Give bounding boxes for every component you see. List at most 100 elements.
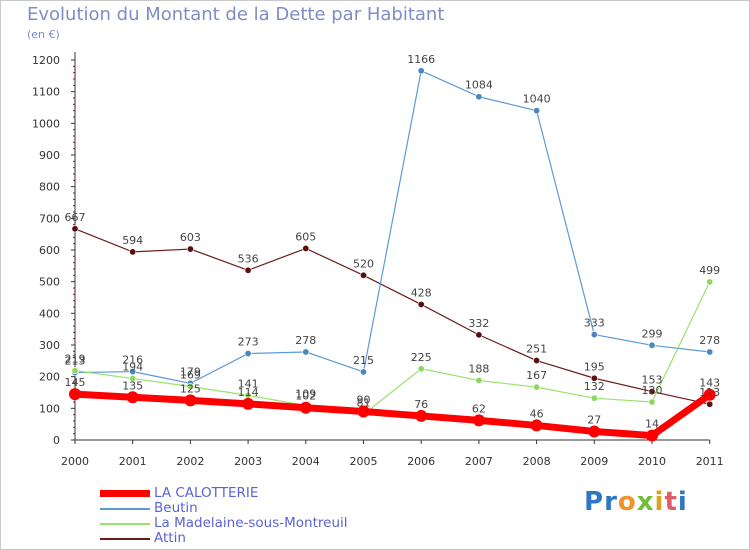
x-tick-label: 2007 xyxy=(465,455,493,468)
x-tick-label: 2000 xyxy=(61,455,89,468)
data-label: 219 xyxy=(65,353,86,366)
data-point xyxy=(242,397,255,410)
data-label: 1084 xyxy=(465,79,493,92)
data-point xyxy=(530,419,543,432)
data-point xyxy=(126,391,139,404)
x-tick-label: 2010 xyxy=(638,455,666,468)
data-point xyxy=(417,300,425,308)
data-point xyxy=(359,368,367,376)
x-tick-label: 2005 xyxy=(350,455,378,468)
chart-plot: 0 100 200 300 400 500 600 700 800 900 1000 1100 1200… xyxy=(32,52,724,468)
data-label: 213 xyxy=(65,355,86,368)
data-label: 594 xyxy=(122,234,143,247)
x-tick-label: 2003 xyxy=(234,455,262,468)
data-point xyxy=(475,376,483,384)
data-point xyxy=(475,331,483,339)
data-point xyxy=(299,401,312,414)
legend-label: LA CALOTTERIE xyxy=(154,485,259,501)
data-label: 167 xyxy=(526,369,547,382)
data-label: 141 xyxy=(238,377,259,390)
data-point xyxy=(648,341,656,349)
y-tick-label: 1200 xyxy=(32,54,60,67)
data-point xyxy=(533,383,541,391)
x-tick-label: 2004 xyxy=(292,455,320,468)
data-label: 603 xyxy=(180,231,201,244)
data-point xyxy=(302,244,310,252)
y-tick-label: 800 xyxy=(39,181,60,194)
data-point xyxy=(244,350,252,358)
data-label: 81 xyxy=(357,396,371,409)
legend-label: Beutin xyxy=(154,500,198,516)
data-point xyxy=(302,348,310,356)
logo-letter: r xyxy=(604,487,618,517)
data-label: 215 xyxy=(353,354,374,367)
data-point xyxy=(357,405,370,418)
data-label: 536 xyxy=(238,252,259,265)
y-tick-label: 1100 xyxy=(32,86,60,99)
data-label: 428 xyxy=(411,286,432,299)
data-point xyxy=(129,368,137,376)
data-label: 520 xyxy=(353,257,374,270)
logo-letter: o xyxy=(617,487,637,517)
data-label: 188 xyxy=(468,362,489,375)
legend-swatch xyxy=(100,508,150,510)
y-tick-label: 400 xyxy=(39,307,60,320)
data-point xyxy=(648,388,656,396)
data-label: 1040 xyxy=(523,93,551,106)
data-label: 273 xyxy=(238,336,259,349)
data-label: 225 xyxy=(411,351,432,364)
logo-letter: t xyxy=(664,487,678,517)
data-label: 135 xyxy=(122,379,143,392)
data-label: 1166 xyxy=(407,53,435,66)
data-point xyxy=(706,400,714,408)
data-point xyxy=(69,388,81,401)
series-line-la-madelaine-sous-montreuil xyxy=(74,281,711,415)
data-point xyxy=(417,67,425,75)
data-point xyxy=(706,278,714,286)
legend-label: Attin xyxy=(154,530,186,546)
data-label: 499 xyxy=(699,264,720,277)
series-line-la-calotterie xyxy=(71,390,714,440)
proxiti-logo: Proxiti xyxy=(584,487,688,517)
data-point xyxy=(129,248,137,256)
data-label: 332 xyxy=(468,317,489,330)
data-label: 169 xyxy=(180,368,201,381)
data-point xyxy=(417,365,425,373)
legend-label: La Madelaine-sous-Montreuil xyxy=(154,515,348,531)
data-label: 667 xyxy=(65,211,86,224)
data-label: 278 xyxy=(699,334,720,347)
logo-letter: x xyxy=(636,487,655,517)
data-point xyxy=(646,429,658,442)
data-label: 14 xyxy=(645,418,659,431)
data-point xyxy=(186,245,194,253)
data-label: 153 xyxy=(642,374,663,387)
data-label: 109 xyxy=(295,387,316,400)
data-label: 62 xyxy=(472,402,486,415)
x-tick-label: 2006 xyxy=(407,455,435,468)
data-label: 179 xyxy=(180,365,201,378)
logo-letter: i xyxy=(677,487,688,517)
series-line-attin xyxy=(74,228,711,405)
chart-title: Evolution du Montant de la Dette par Hab… xyxy=(27,4,445,25)
data-label: 46 xyxy=(530,407,544,420)
data-point xyxy=(472,414,485,427)
data-point xyxy=(186,382,194,390)
logo-letter: i xyxy=(654,487,665,517)
x-tick-label: 2011 xyxy=(696,455,724,468)
x-tick-label: 2002 xyxy=(176,455,204,468)
y-tick-label: 500 xyxy=(39,276,60,289)
data-point xyxy=(415,409,428,422)
data-label: 114 xyxy=(238,386,259,399)
data-point xyxy=(590,374,598,382)
data-label: 120 xyxy=(642,384,663,397)
data-point xyxy=(590,394,598,402)
y-tick-label: 200 xyxy=(39,371,60,384)
data-point xyxy=(533,107,541,115)
data-label: 216 xyxy=(122,354,143,367)
data-point xyxy=(71,367,79,375)
legend-swatch xyxy=(100,490,150,497)
data-point xyxy=(475,93,483,101)
data-label: 76 xyxy=(414,398,428,411)
data-point xyxy=(648,398,656,406)
